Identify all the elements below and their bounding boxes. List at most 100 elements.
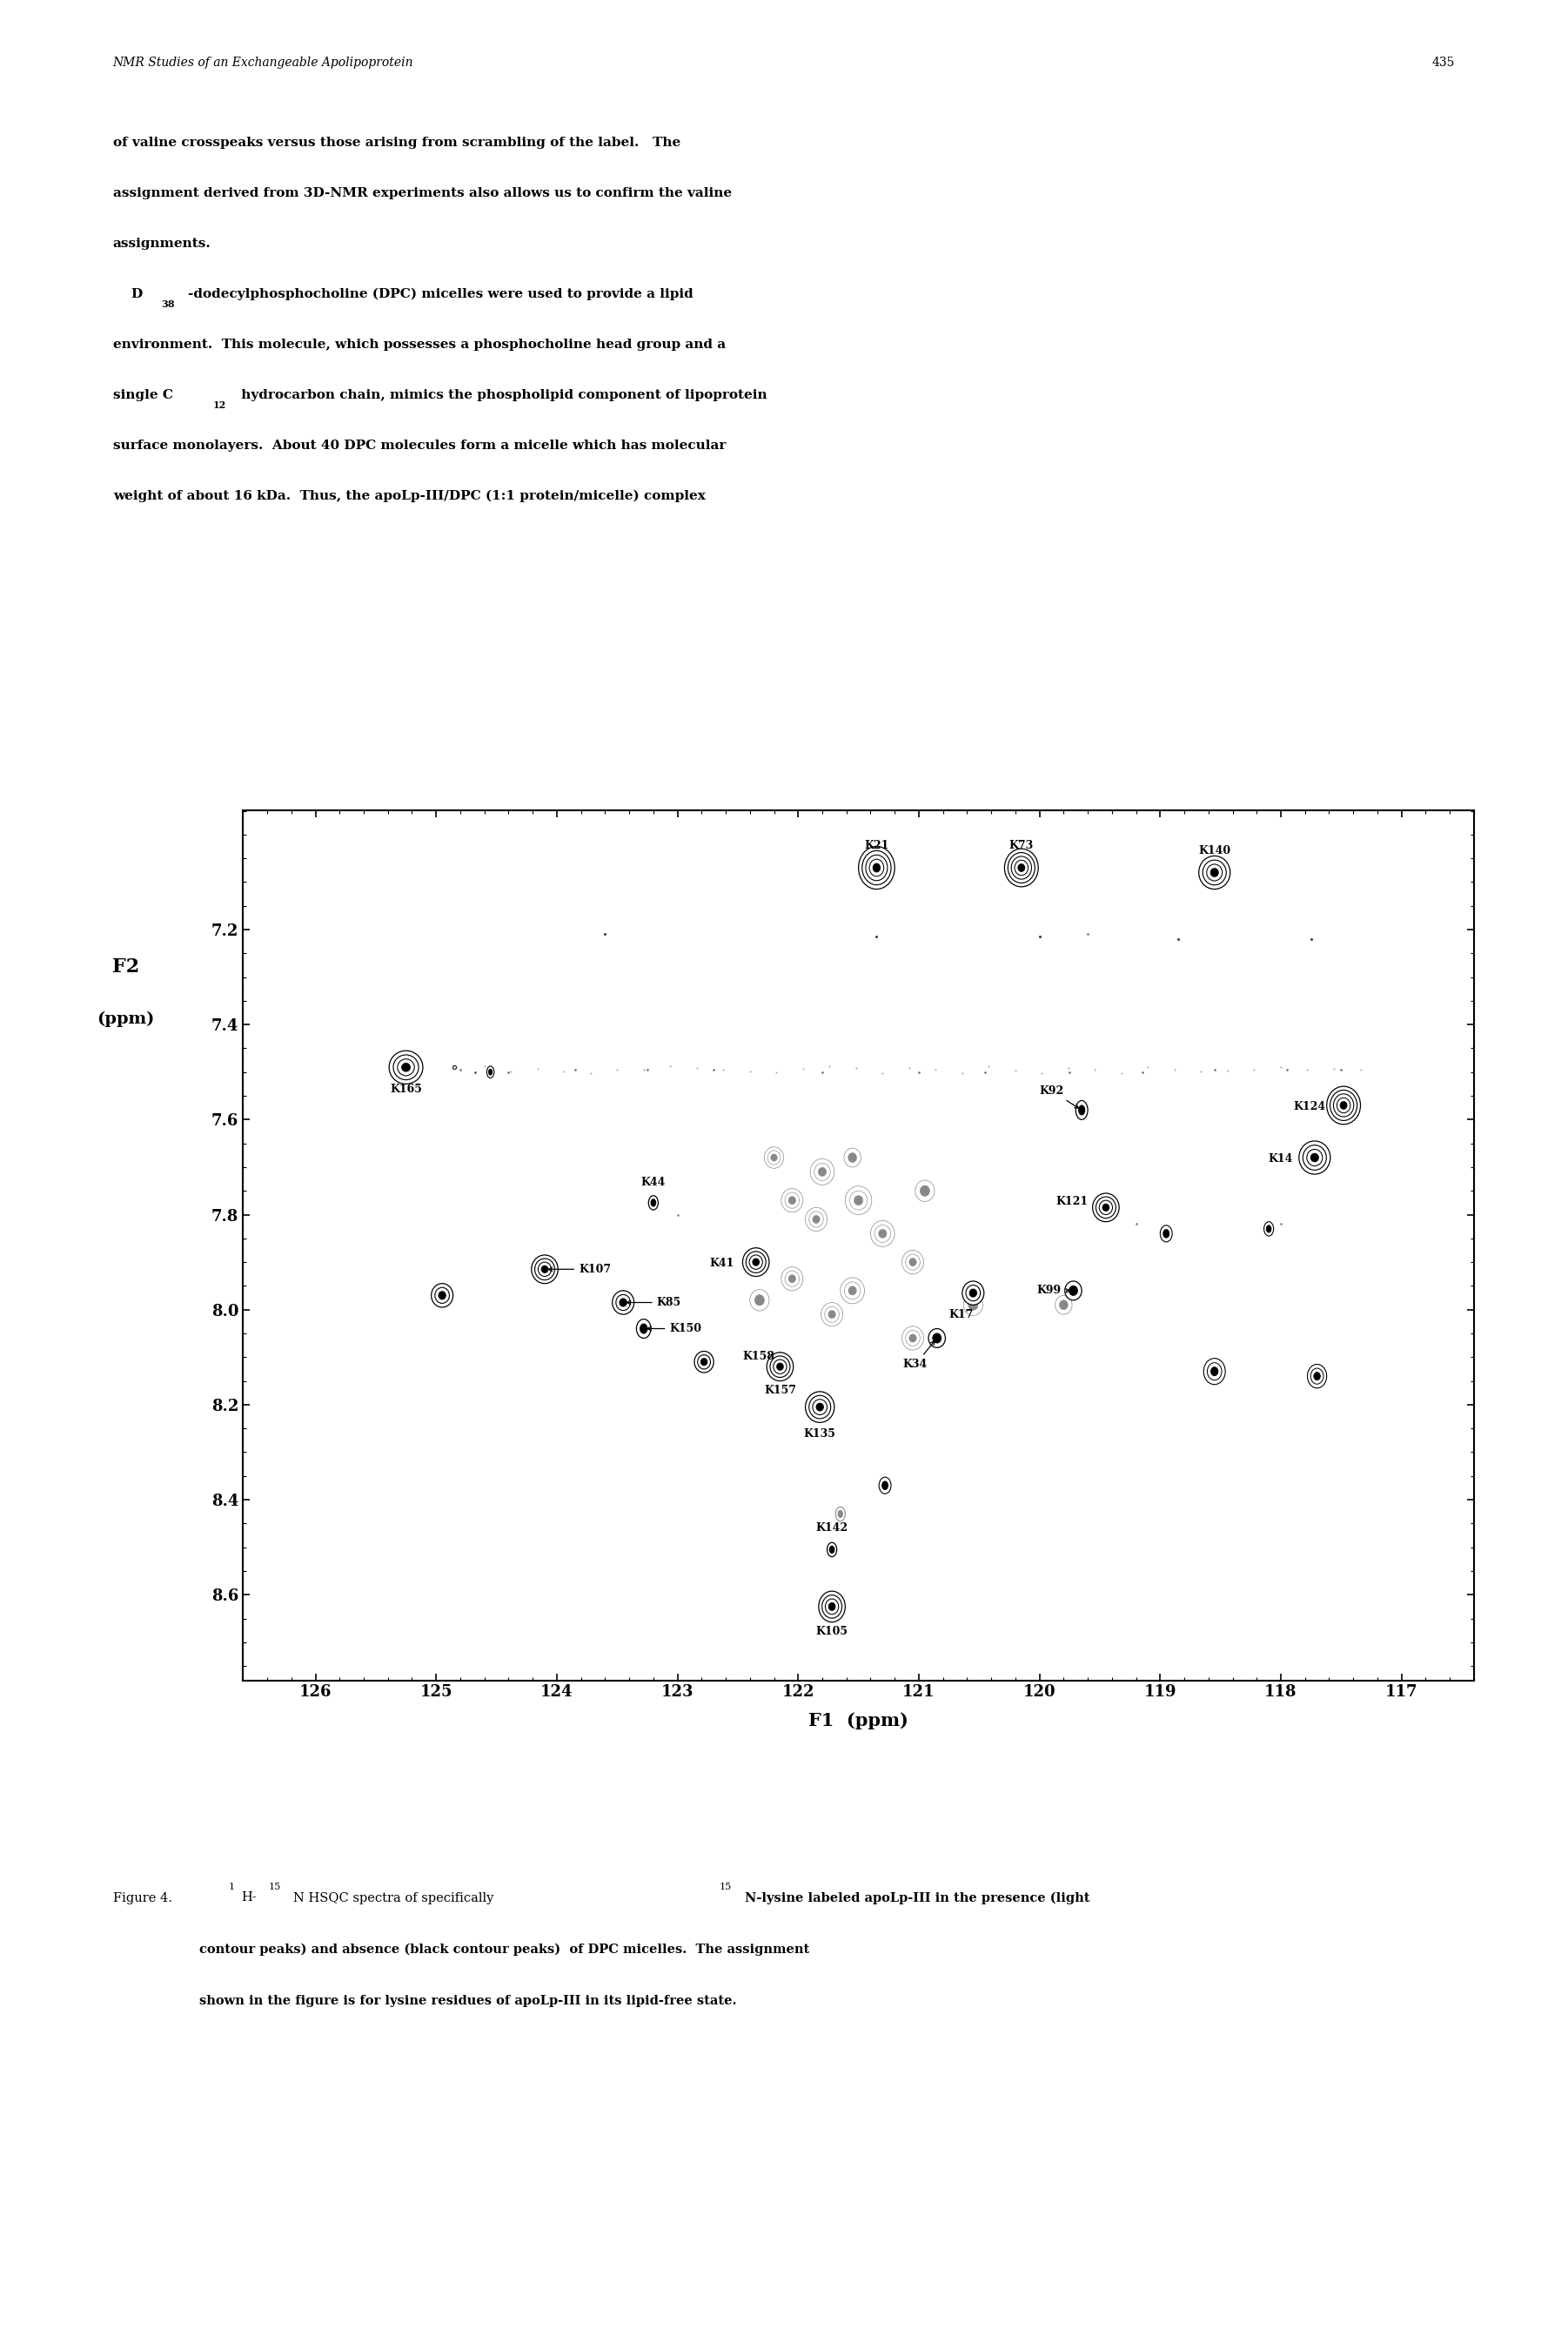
Ellipse shape [535, 1260, 555, 1281]
Ellipse shape [640, 1323, 648, 1332]
Text: F2: F2 [111, 959, 140, 978]
Ellipse shape [439, 1293, 445, 1300]
Ellipse shape [1264, 1222, 1273, 1236]
Ellipse shape [773, 1361, 787, 1375]
Ellipse shape [619, 1300, 627, 1307]
Ellipse shape [920, 1184, 930, 1196]
Ellipse shape [817, 1403, 823, 1410]
Ellipse shape [1008, 853, 1035, 884]
Ellipse shape [770, 1356, 790, 1377]
Ellipse shape [811, 1159, 834, 1184]
Ellipse shape [781, 1189, 803, 1213]
Ellipse shape [969, 1290, 977, 1297]
Ellipse shape [1011, 855, 1032, 879]
Text: (ppm): (ppm) [97, 1010, 154, 1027]
Text: K107: K107 [549, 1264, 612, 1276]
Ellipse shape [789, 1196, 795, 1203]
Ellipse shape [844, 1149, 861, 1168]
Ellipse shape [818, 1591, 845, 1621]
Ellipse shape [1210, 1368, 1218, 1375]
Ellipse shape [1204, 1358, 1225, 1384]
Ellipse shape [1076, 1100, 1088, 1119]
Ellipse shape [878, 1229, 886, 1238]
Text: K121: K121 [1055, 1196, 1088, 1208]
Ellipse shape [906, 1330, 920, 1347]
Ellipse shape [873, 862, 880, 872]
Ellipse shape [651, 1198, 655, 1206]
Text: hydrocarbon chain, mimics the phospholipid component of lipoprotein: hydrocarbon chain, mimics the phospholip… [237, 388, 767, 402]
Text: 15: 15 [268, 1882, 281, 1892]
Ellipse shape [768, 1152, 781, 1166]
Ellipse shape [771, 1154, 778, 1161]
Ellipse shape [541, 1267, 549, 1274]
Ellipse shape [822, 1302, 842, 1325]
Ellipse shape [750, 1255, 762, 1269]
Text: NMR Studies of an Exchangeable Apolipoprotein: NMR Studies of an Exchangeable Apolipopr… [113, 56, 414, 68]
Ellipse shape [698, 1356, 710, 1370]
Text: K41: K41 [710, 1257, 734, 1269]
Text: K34: K34 [903, 1342, 935, 1370]
Ellipse shape [1298, 1142, 1330, 1175]
Ellipse shape [1338, 1097, 1350, 1114]
Ellipse shape [809, 1396, 831, 1419]
Ellipse shape [486, 1067, 494, 1079]
Ellipse shape [969, 1300, 978, 1311]
Ellipse shape [1303, 1144, 1327, 1170]
Ellipse shape [837, 1511, 842, 1518]
Text: surface monolayers.  About 40 DPC molecules form a micelle which has molecular: surface monolayers. About 40 DPC molecul… [113, 439, 726, 451]
Ellipse shape [637, 1318, 651, 1337]
Ellipse shape [1327, 1086, 1361, 1123]
Text: K92: K92 [1040, 1086, 1079, 1109]
Ellipse shape [1267, 1224, 1272, 1231]
Ellipse shape [966, 1285, 980, 1302]
Ellipse shape [753, 1260, 759, 1267]
Ellipse shape [1207, 1363, 1221, 1379]
Ellipse shape [906, 1255, 920, 1269]
Ellipse shape [1069, 1285, 1077, 1295]
Ellipse shape [809, 1213, 823, 1227]
Ellipse shape [532, 1255, 558, 1283]
Ellipse shape [828, 1311, 836, 1318]
Ellipse shape [818, 1168, 826, 1177]
Ellipse shape [1096, 1196, 1116, 1217]
Ellipse shape [870, 1220, 895, 1248]
Ellipse shape [1207, 865, 1223, 881]
Text: K17: K17 [949, 1309, 974, 1321]
Ellipse shape [825, 1307, 839, 1323]
Ellipse shape [1308, 1365, 1327, 1389]
Text: K142: K142 [815, 1523, 848, 1532]
Ellipse shape [963, 1295, 983, 1316]
Ellipse shape [869, 860, 884, 877]
Ellipse shape [616, 1295, 630, 1311]
Ellipse shape [398, 1060, 414, 1076]
Text: of valine crosspeaks versus those arising from scrambling of the label.   The: of valine crosspeaks versus those arisin… [113, 136, 681, 148]
Text: K85: K85 [627, 1297, 681, 1309]
Ellipse shape [814, 1163, 831, 1180]
Text: K14: K14 [1269, 1154, 1294, 1166]
Ellipse shape [866, 855, 887, 881]
Ellipse shape [909, 1335, 916, 1342]
Ellipse shape [825, 1598, 839, 1614]
Text: K99: K99 [1036, 1285, 1069, 1297]
Text: N-lysine labeled apoLp-III in the presence (light: N-lysine labeled apoLp-III in the presen… [745, 1892, 1090, 1904]
Ellipse shape [781, 1267, 803, 1290]
Ellipse shape [812, 1398, 826, 1415]
Ellipse shape [845, 1187, 872, 1215]
Text: 38: 38 [162, 301, 176, 310]
Ellipse shape [743, 1248, 770, 1276]
Text: D: D [113, 289, 143, 301]
Ellipse shape [389, 1050, 423, 1083]
Ellipse shape [848, 1285, 856, 1295]
Text: single C: single C [113, 388, 172, 402]
Ellipse shape [829, 1546, 834, 1553]
Ellipse shape [786, 1271, 800, 1288]
Ellipse shape [695, 1351, 713, 1372]
Ellipse shape [850, 1191, 867, 1210]
Text: K150: K150 [648, 1323, 701, 1335]
Ellipse shape [855, 1196, 862, 1206]
Ellipse shape [812, 1215, 820, 1224]
Text: K21: K21 [864, 841, 889, 851]
Ellipse shape [431, 1283, 453, 1307]
Ellipse shape [880, 1478, 891, 1495]
Ellipse shape [822, 1596, 842, 1619]
